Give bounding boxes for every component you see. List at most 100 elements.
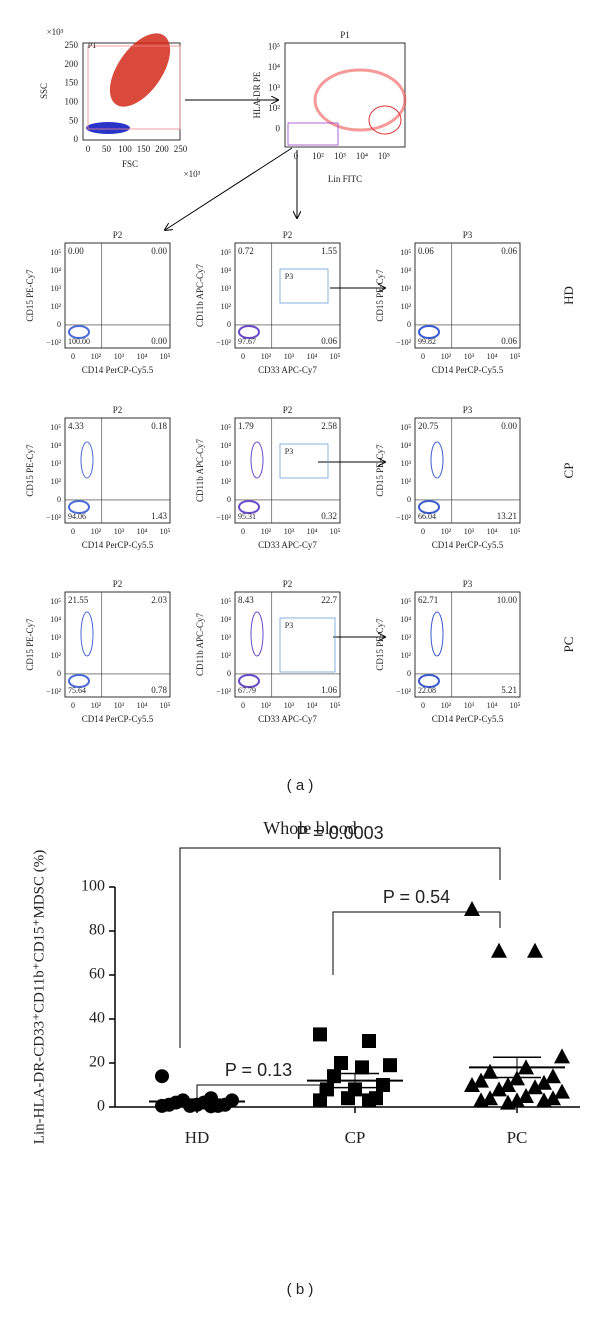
x-axis-label: CD33 APC-Cy7 bbox=[258, 714, 317, 724]
quadrant-value: 67.79 bbox=[238, 686, 256, 695]
y-tick-label: 0 bbox=[74, 134, 79, 144]
plot-frame bbox=[234, 242, 341, 349]
y-axis-label: Lin-HLA-DR-CD33⁺CD11b⁺CD15⁺MDSC (%) bbox=[31, 850, 47, 1144]
y-tick-label: 10³ bbox=[51, 459, 62, 468]
x-tick-label: 10² bbox=[261, 352, 272, 361]
y-tick-label: 50 bbox=[69, 115, 79, 125]
x-tick-label: 0 bbox=[241, 701, 245, 710]
y-tick-label: 0 bbox=[97, 1098, 105, 1115]
y-tick-label: 10² bbox=[268, 103, 280, 113]
y-tick-label: −10² bbox=[216, 338, 232, 347]
data-point bbox=[155, 1069, 169, 1084]
x-tick-label: 10⁵ bbox=[510, 701, 521, 710]
quadrant-value: 2.03 bbox=[151, 595, 167, 605]
x-tick-label: 10⁴ bbox=[137, 352, 148, 361]
x-tick-label: 10⁴ bbox=[307, 527, 318, 536]
y-tick-label: 100 bbox=[81, 878, 105, 895]
quadrant-value: 75.64 bbox=[68, 686, 86, 695]
plot-frame bbox=[284, 42, 406, 148]
gate bbox=[279, 617, 336, 673]
plot-frame bbox=[414, 242, 521, 349]
y-tick-label: 10⁴ bbox=[400, 266, 411, 275]
quadrant-value: 0.00 bbox=[151, 246, 167, 256]
x-tick-label: 10⁴ bbox=[356, 151, 368, 161]
x-tick-label: 10⁵ bbox=[330, 701, 341, 710]
gate-label: P3 bbox=[285, 621, 293, 630]
x-tick-label: PC bbox=[507, 1128, 528, 1147]
y-tick-label: 10⁵ bbox=[400, 248, 411, 257]
cell-cloud bbox=[313, 68, 407, 132]
x-axis-label: Lin FITC bbox=[328, 174, 362, 184]
plot-frame bbox=[234, 591, 341, 698]
x-tick-label: 10² bbox=[261, 701, 272, 710]
y-tick-label: 80 bbox=[89, 922, 105, 939]
y-tick-label: 0 bbox=[276, 124, 281, 134]
plot-title: P2 bbox=[113, 579, 123, 589]
data-point bbox=[545, 1068, 561, 1084]
quadrant-value: 20.75 bbox=[418, 421, 439, 431]
y-tick-label: 10³ bbox=[401, 284, 412, 293]
cell-cluster bbox=[68, 500, 90, 514]
y-tick-label: 10⁴ bbox=[50, 441, 61, 450]
plot-title: P2 bbox=[283, 405, 293, 415]
y-tick-label: 0 bbox=[227, 669, 231, 678]
cell-cluster bbox=[238, 500, 260, 514]
x-tick-label: 10⁵ bbox=[510, 527, 521, 536]
quadrant-value: 0.72 bbox=[238, 246, 254, 256]
panel-label: ( a ) bbox=[287, 777, 314, 794]
gate-label: P3 bbox=[285, 272, 293, 281]
data-point bbox=[473, 1092, 489, 1108]
y-tick-label: −10² bbox=[46, 513, 62, 522]
x-tick-label: 10³ bbox=[464, 527, 475, 536]
y-tick-label: 10³ bbox=[401, 459, 412, 468]
y-tick-label: 10⁴ bbox=[220, 615, 231, 624]
x-tick-label: 10³ bbox=[284, 352, 295, 361]
data-point bbox=[518, 1088, 534, 1103]
quadrant-value: 94.06 bbox=[68, 512, 86, 521]
quadrant-value: 95.31 bbox=[238, 512, 256, 521]
data-point bbox=[473, 1072, 489, 1088]
y-tick-label: 10⁴ bbox=[50, 266, 61, 275]
quadrant-value: 8.43 bbox=[238, 595, 254, 605]
x-tick-label: 10⁵ bbox=[330, 352, 341, 361]
x-axis-label: CD14 PerCP-Cy5.5 bbox=[82, 714, 154, 724]
data-point bbox=[355, 1060, 369, 1075]
y-tick-label: 10⁵ bbox=[220, 423, 231, 432]
x-tick-label: 0 bbox=[71, 527, 75, 536]
quadrant-value: 21.55 bbox=[68, 595, 89, 605]
x-tick-label: 0 bbox=[294, 151, 299, 161]
y-tick-label: 10⁴ bbox=[220, 441, 231, 450]
quadrant-value: 62.71 bbox=[418, 595, 438, 605]
cell-cloud bbox=[86, 122, 130, 134]
cell-cluster bbox=[80, 441, 94, 479]
x-tick-label: 10³ bbox=[464, 352, 475, 361]
y-axis-label: SSC bbox=[39, 83, 49, 99]
y-tick-label: 0 bbox=[227, 320, 231, 329]
cell-cluster bbox=[68, 325, 90, 339]
y-tick-label: 10⁵ bbox=[50, 248, 61, 257]
data-point bbox=[536, 1092, 552, 1108]
quadrant-value: 5.21 bbox=[501, 685, 517, 695]
y-tick-label: 10³ bbox=[401, 633, 412, 642]
data-point bbox=[464, 901, 480, 916]
y-tick-label: −10² bbox=[396, 513, 412, 522]
data-point bbox=[334, 1056, 348, 1070]
data-point bbox=[482, 1090, 498, 1106]
y-axis-label: CD11b APC-Cy7 bbox=[195, 439, 205, 502]
quadrant-value: 2.58 bbox=[321, 421, 337, 431]
quadrant-value: 0.00 bbox=[151, 336, 167, 346]
quadrant-value: 1.55 bbox=[321, 246, 337, 256]
x-tick-label: 10³ bbox=[114, 527, 125, 536]
y-tick-label: 0 bbox=[407, 669, 411, 678]
data-point bbox=[313, 1027, 327, 1042]
quadrant-value: 22.7 bbox=[321, 595, 337, 605]
x-tick-label: 200 bbox=[155, 144, 169, 154]
data-point bbox=[464, 1077, 480, 1092]
quadrant-value: 0.00 bbox=[501, 421, 517, 431]
x-tick-label: 0 bbox=[71, 701, 75, 710]
y-tick-label: 10³ bbox=[221, 459, 232, 468]
plot-title: P3 bbox=[463, 579, 473, 589]
quadrant-value: 22.08 bbox=[418, 686, 436, 695]
quadrant-value: 0.06 bbox=[321, 336, 337, 346]
y-tick-label: 10⁵ bbox=[268, 42, 280, 52]
